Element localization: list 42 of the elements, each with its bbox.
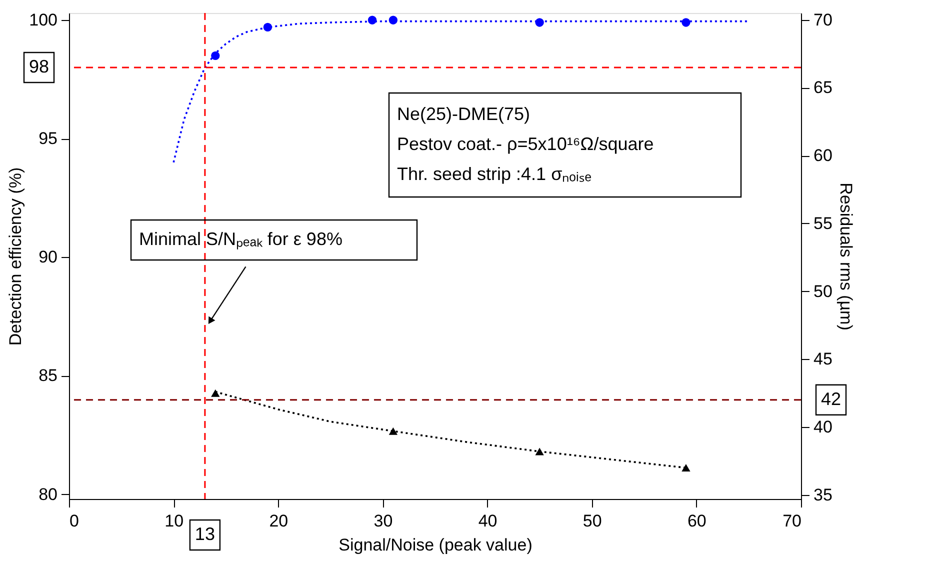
y2-tick-label: 60 (814, 146, 832, 166)
y-axis-title: Detection efficiency (%) (6, 167, 26, 346)
y2-tick-label: 50 (814, 282, 832, 301)
y-tick-label: 90 (38, 248, 58, 267)
x-tick-label: 40 (478, 512, 498, 530)
point (535, 448, 544, 456)
y2-axis-title: Residuals rms (µm) (836, 182, 856, 330)
annotation: Thr. seed strip :4.1 σₙₒᵢₛₑ (397, 164, 592, 184)
y2-tick-label: 70 (814, 10, 832, 30)
annotation: Pestov coat.- ρ=5x10¹⁶Ω/square (397, 134, 654, 154)
point (388, 427, 398, 435)
point (682, 18, 690, 27)
y2-tick-label: 40 (814, 418, 832, 437)
x-tick-label: 20 (269, 512, 288, 530)
y-tick-label: 95 (38, 129, 58, 148)
y-tick-label: 100 (29, 10, 58, 30)
point (368, 16, 377, 24)
x-tick-label: 10 (164, 512, 184, 530)
ref-line-label: 13 (194, 524, 215, 544)
y2-tick-label: 55 (814, 214, 832, 233)
ref-line-label: 42 (820, 388, 842, 409)
y-tick-label: 85 (38, 366, 58, 386)
y-tick-label: 80 (38, 484, 58, 504)
x-tick-label: 0 (70, 512, 79, 530)
x-tick-label: 60 (687, 512, 706, 530)
point (535, 18, 544, 27)
x-axis-title: Signal/Noise (peak value) (338, 536, 532, 554)
y2-tick-label: 65 (814, 78, 832, 98)
line-series (172, 20, 750, 164)
point (263, 22, 272, 32)
point (682, 464, 690, 472)
point (211, 51, 220, 60)
y2-tick-label: 45 (814, 350, 832, 369)
annotation: Ne(25)-DME(75) (397, 104, 530, 124)
point (388, 16, 398, 24)
point (211, 389, 220, 397)
x-tick-label: 30 (374, 512, 393, 530)
x-tick-label: 70 (782, 512, 802, 530)
x-tick-label: 50 (582, 512, 602, 530)
ref-line-label: 98 (28, 56, 50, 77)
y2-tick-label: 35 (814, 485, 832, 504)
annotation: Minimal S/Nₚₑₐₖ for ε 98% (139, 229, 342, 250)
